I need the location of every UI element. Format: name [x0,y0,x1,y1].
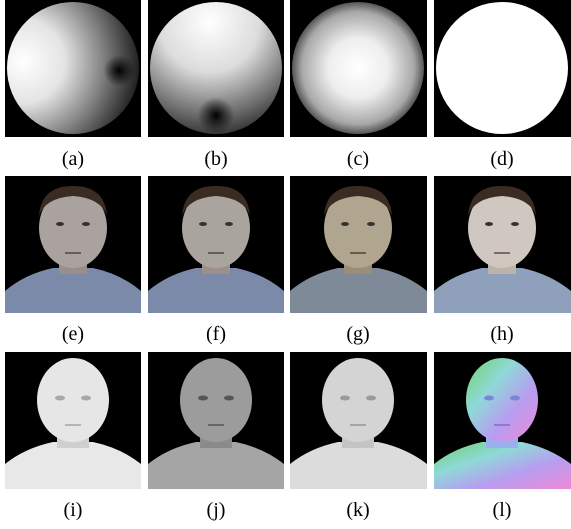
panel-j [148,352,284,489]
panel-h [434,176,571,313]
face-photo-f [148,186,284,313]
panel-d [434,0,571,137]
caption-l: (l) [492,499,512,521]
panel-c [290,0,427,137]
face-photo-e [5,186,141,313]
caption-c: (c) [346,148,370,170]
caption-j: (j) [206,499,226,521]
panel-l [434,352,571,489]
panel-b [148,0,284,137]
panel-e [5,176,141,313]
sphere-shading-c [292,2,424,134]
caption-h: (h) [490,323,514,345]
panel-g [290,176,427,313]
caption-i: (i) [63,499,83,521]
face-shading-i [5,358,141,489]
face-normal-map-l [434,358,571,489]
panel-f [148,176,284,313]
panel-a [5,0,141,137]
face-shading-k [290,358,427,489]
caption-b: (b) [204,148,228,170]
caption-k: (k) [346,499,370,521]
panel-i [5,352,141,489]
caption-a: (a) [61,148,85,170]
sphere-mask-d [436,2,568,134]
face-photo-g [290,186,427,313]
sphere-shading-b [150,2,282,134]
sphere-shading-a [7,2,139,134]
panel-k [290,352,427,489]
caption-g: (g) [346,323,370,345]
caption-d: (d) [490,148,514,170]
caption-f: (f) [206,323,226,345]
face-shading-j [148,358,284,489]
face-photo-h [434,186,571,313]
caption-e: (e) [61,323,85,345]
